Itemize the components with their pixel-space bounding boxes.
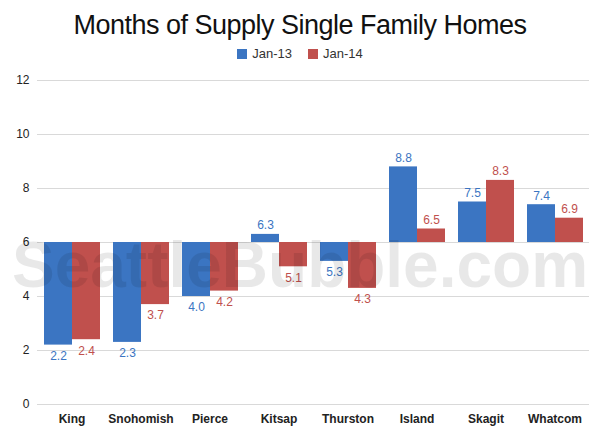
svg-text:6.3: 6.3 bbox=[257, 218, 274, 232]
svg-text:12: 12 bbox=[16, 73, 30, 87]
svg-text:Pierce: Pierce bbox=[192, 412, 228, 426]
svg-text:Whatcom: Whatcom bbox=[528, 412, 582, 426]
svg-text:7.5: 7.5 bbox=[464, 186, 481, 200]
svg-text:4.0: 4.0 bbox=[188, 300, 205, 314]
svg-text:3.7: 3.7 bbox=[147, 308, 164, 322]
svg-text:2: 2 bbox=[23, 343, 30, 357]
svg-text:4.3: 4.3 bbox=[354, 292, 371, 306]
svg-text:Skagit: Skagit bbox=[468, 412, 504, 426]
svg-text:10: 10 bbox=[16, 127, 30, 141]
svg-text:2.4: 2.4 bbox=[78, 344, 95, 358]
svg-text:King: King bbox=[59, 412, 86, 426]
svg-text:2.2: 2.2 bbox=[50, 349, 67, 363]
svg-text:8.8: 8.8 bbox=[395, 151, 412, 165]
svg-text:8.3: 8.3 bbox=[492, 164, 509, 178]
svg-text:0: 0 bbox=[23, 397, 30, 411]
svg-text:6.5: 6.5 bbox=[423, 213, 440, 227]
svg-text:2.3: 2.3 bbox=[119, 346, 136, 360]
svg-text:Thurston: Thurston bbox=[322, 412, 374, 426]
svg-text:7.4: 7.4 bbox=[533, 189, 550, 203]
svg-text:6: 6 bbox=[23, 235, 30, 249]
svg-text:4.2: 4.2 bbox=[216, 295, 233, 309]
svg-text:5.1: 5.1 bbox=[285, 271, 302, 285]
svg-text:Kitsap: Kitsap bbox=[261, 412, 298, 426]
svg-text:Snohomish: Snohomish bbox=[108, 412, 173, 426]
svg-text:4: 4 bbox=[23, 289, 30, 303]
svg-text:Island: Island bbox=[400, 412, 435, 426]
svg-text:5.3: 5.3 bbox=[326, 265, 343, 279]
svg-text:8: 8 bbox=[23, 181, 30, 195]
svg-text:6.9: 6.9 bbox=[561, 202, 578, 216]
